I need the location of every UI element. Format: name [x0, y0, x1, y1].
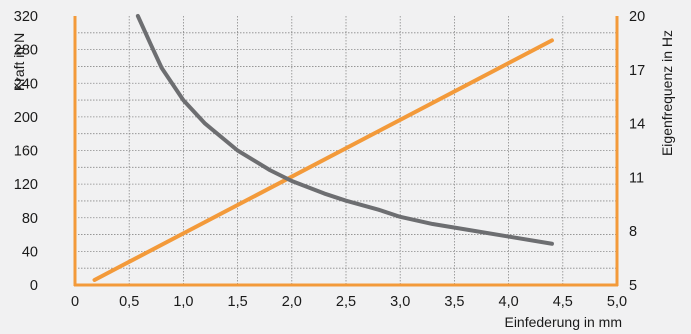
y-left-tick-label: 240: [14, 76, 38, 92]
x-tick-label: 5,0: [607, 294, 627, 310]
y-axis-label-left: Kraft in N: [11, 33, 27, 91]
tick-labels: 0 0,5 1,0 1,5 2,0 2,5 3,0 3,5 4,0 4,5 5,0 0 40 80 120 1…: [14, 9, 645, 310]
x-tick-label: 1,5: [228, 294, 248, 310]
y-left-tick-label: 0: [30, 278, 38, 294]
y-right-tick-label: 20: [629, 9, 645, 25]
y-right-tick-label: 17: [629, 63, 645, 79]
y-right-tick-label: 14: [629, 117, 645, 133]
x-tick-label: 3,5: [444, 294, 464, 310]
frequency-curve: [135, 14, 554, 246]
y-right-tick-label: 8: [629, 224, 637, 240]
x-tick-label: 0,5: [119, 294, 139, 310]
y-left-tick-label: 80: [22, 211, 38, 227]
y-left-tick-label: 280: [14, 43, 38, 59]
x-tick-label: 0: [71, 294, 79, 310]
y-left-tick-label: 320: [14, 9, 38, 25]
chart-axes: [73, 16, 619, 287]
chart-series: [92, 14, 554, 282]
y-axis-label-right: Eigenfrequenz in Hz: [659, 30, 675, 156]
x-tick-label: 3,0: [390, 294, 410, 310]
x-tick-label: 4,0: [499, 294, 519, 310]
y-right-tick-label: 11: [629, 170, 644, 186]
x-axis-label: Einfederung in mm: [504, 314, 622, 330]
y-left-tick-label: 200: [14, 110, 38, 126]
y-left-tick-label: 160: [14, 144, 38, 160]
y-right-tick-label: 5: [629, 278, 637, 294]
x-tick-label: 4,5: [553, 294, 573, 310]
y-left-tick-label: 40: [22, 244, 38, 260]
x-tick-label: 1,0: [173, 294, 193, 310]
x-tick-label: 2,0: [282, 294, 302, 310]
x-tick-label: 2,5: [336, 294, 356, 310]
y-left-tick-label: 120: [14, 177, 38, 193]
force-line: [92, 38, 554, 282]
